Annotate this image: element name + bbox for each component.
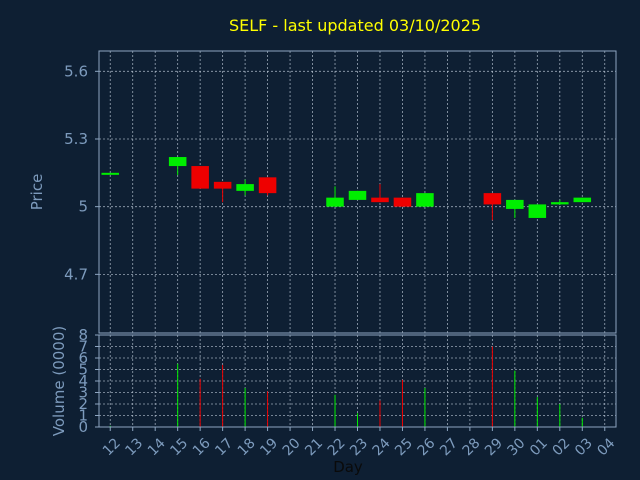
- volume-tick-label: 4: [78, 372, 88, 390]
- price-tick-label: 5.6: [64, 62, 88, 80]
- price-axis-label: Price: [28, 174, 46, 211]
- candle-body: [348, 190, 367, 200]
- volume-axis-label: Volume (0000): [50, 326, 68, 436]
- volume-tick-label: 2: [78, 395, 88, 413]
- candle-body: [393, 197, 412, 207]
- candle-body: [573, 197, 592, 203]
- volume-tick-label: 8: [78, 326, 88, 344]
- price-plot-frame: [98, 50, 617, 334]
- price-tick-label: 5.3: [64, 130, 88, 148]
- volume-tick-label: 5: [78, 361, 88, 379]
- volume-plot-frame: [98, 334, 617, 428]
- candle-body: [191, 166, 209, 189]
- chart-title: SELF - last updated 03/10/2025: [229, 16, 481, 35]
- candle-body: [483, 193, 502, 205]
- volume-tick-label: 1: [78, 407, 88, 425]
- candle-body: [506, 199, 524, 209]
- x-axis-label: Day: [333, 458, 363, 476]
- candle-body: [168, 157, 187, 167]
- candle-body: [416, 193, 434, 207]
- candle-body: [551, 202, 569, 205]
- price-tick-label: 5: [78, 198, 88, 216]
- candles: [101, 157, 592, 221]
- volume-tick-label: 3: [78, 384, 88, 402]
- volume-bars: [109, 346, 583, 427]
- candle-body: [371, 197, 389, 203]
- candle-body: [326, 197, 344, 207]
- price-tick-label: 4.7: [64, 265, 88, 283]
- volume-tick-label: 7: [78, 338, 88, 356]
- candle-body: [528, 204, 547, 218]
- price-tick-labels: 5.6 5.3 5 4.7: [64, 62, 99, 283]
- volume-tick-label: 6: [78, 349, 88, 367]
- candle-body: [258, 177, 277, 194]
- candle-body: [101, 172, 120, 175]
- candle-body: [213, 181, 232, 189]
- volume-tick-label: 0: [78, 418, 88, 436]
- candle-body: [236, 184, 254, 191]
